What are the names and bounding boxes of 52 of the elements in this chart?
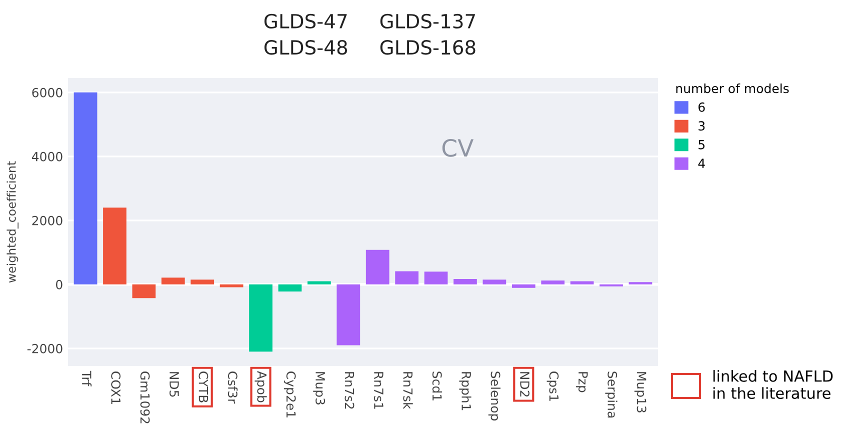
- x-tick-label: Apob: [254, 370, 267, 402]
- x-tick-label: Gm1092: [140, 372, 150, 424]
- x-tick-label: Rpph1: [459, 372, 472, 410]
- y-tick-label: 6000: [32, 88, 62, 98]
- y-tick-label: -2000: [27, 344, 62, 354]
- legend-label: 6: [698, 102, 705, 112]
- bar: [74, 92, 98, 284]
- bar: [278, 284, 302, 292]
- bar: [570, 281, 594, 284]
- y-tick-label: 4000: [32, 152, 62, 162]
- bar: [454, 278, 477, 284]
- bar: [190, 280, 214, 284]
- x-tick-label: Csf3r: [228, 372, 238, 404]
- bar: [512, 284, 536, 288]
- bar: [541, 280, 565, 284]
- bar: [308, 281, 331, 284]
- legend-title: number of models: [676, 83, 789, 94]
- bar: [366, 250, 390, 284]
- y-tick-label: 0: [56, 280, 62, 290]
- x-tick-label: Trf: [82, 370, 92, 386]
- bar: [103, 208, 126, 284]
- legend-label: 3: [698, 121, 705, 131]
- bar: [220, 284, 244, 288]
- x-tick-label: Serpina: [605, 372, 618, 418]
- x-tick-label: Selenop: [488, 372, 500, 420]
- text: GLDS-47 GLDS-137 GLDS-48 GLDS-168: [264, 14, 476, 55]
- x-tick-label: COX1: [111, 372, 121, 404]
- bar: [132, 284, 156, 298]
- bar: [482, 280, 506, 284]
- x-tick-label: ND2: [520, 372, 530, 397]
- x-tick-label: CYTB: [198, 372, 208, 402]
- bar: [249, 284, 272, 352]
- legend-label: 4: [698, 158, 705, 168]
- x-tick-label: Rn7s1: [374, 372, 384, 409]
- annotation: CV: [442, 138, 474, 157]
- x-tick-label: Mup3: [313, 372, 326, 404]
- bar: [424, 272, 448, 284]
- bar: [161, 278, 185, 284]
- x-tick-label: Rn7s2: [344, 372, 354, 409]
- y-axis-title: weighted_coefficient: [6, 161, 18, 283]
- x-tick-label: ND5: [170, 372, 179, 397]
- x-tick-label: Mup13: [634, 372, 646, 412]
- x-tick-label: Rn7sk: [403, 372, 413, 410]
- x-tick-label: Pzp: [576, 372, 588, 392]
- x-tick-label: Cyp2e1: [284, 372, 296, 418]
- y-tick-label: 2000: [32, 216, 62, 226]
- bar: [336, 284, 360, 346]
- legend-label: 5: [698, 140, 705, 150]
- x-tick-label: Scd1: [432, 372, 442, 400]
- x-tick-label: Cps1: [546, 372, 559, 401]
- bar: [395, 271, 418, 284]
- text: linked to NAFLD in the literature: [713, 370, 833, 399]
